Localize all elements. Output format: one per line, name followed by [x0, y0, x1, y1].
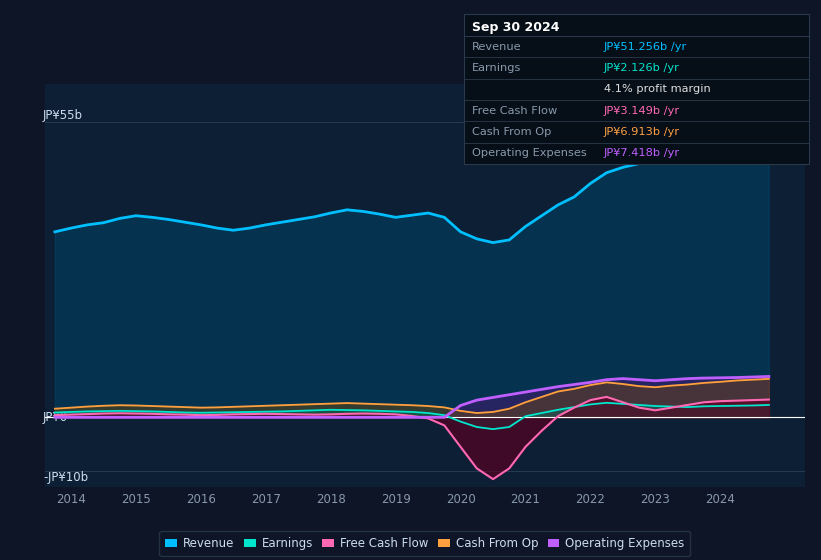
Legend: Revenue, Earnings, Free Cash Flow, Cash From Op, Operating Expenses: Revenue, Earnings, Free Cash Flow, Cash … — [159, 531, 690, 556]
Text: JP¥7.418b /yr: JP¥7.418b /yr — [604, 148, 680, 158]
Text: JP¥2.126b /yr: JP¥2.126b /yr — [604, 63, 680, 73]
Text: JP¥55b: JP¥55b — [43, 109, 83, 122]
Text: Revenue: Revenue — [472, 41, 521, 52]
Text: Operating Expenses: Operating Expenses — [472, 148, 587, 158]
Text: JP¥0: JP¥0 — [43, 411, 68, 424]
Text: Cash From Op: Cash From Op — [472, 127, 552, 137]
Text: -JP¥10b: -JP¥10b — [43, 471, 88, 484]
Text: JP¥51.256b /yr: JP¥51.256b /yr — [604, 41, 687, 52]
Text: JP¥6.913b /yr: JP¥6.913b /yr — [604, 127, 680, 137]
Text: Earnings: Earnings — [472, 63, 521, 73]
Text: Free Cash Flow: Free Cash Flow — [472, 106, 557, 116]
Text: Sep 30 2024: Sep 30 2024 — [472, 21, 559, 34]
Text: JP¥3.149b /yr: JP¥3.149b /yr — [604, 106, 680, 116]
Text: 4.1% profit margin: 4.1% profit margin — [604, 85, 711, 94]
